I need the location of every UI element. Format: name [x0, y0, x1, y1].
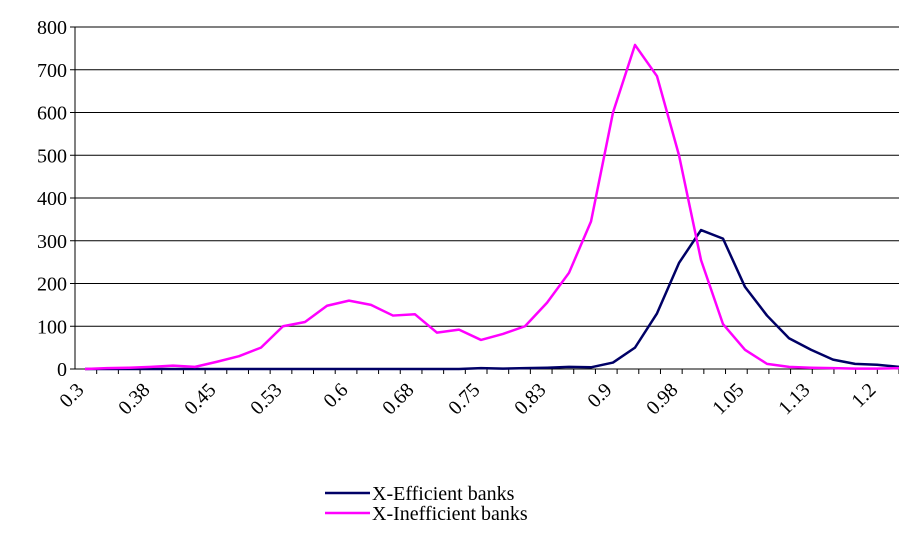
x-tick-label: 0.9 — [583, 379, 616, 412]
x-tick-label: 0.75 — [444, 379, 484, 419]
x-tick-label: 0.6 — [319, 379, 352, 412]
x-tick-label: 0.98 — [642, 379, 682, 419]
x-tick-label: 0.45 — [180, 379, 220, 419]
y-tick-label: 600 — [37, 103, 67, 125]
legend-label: X-Inefficient banks — [372, 503, 528, 525]
line-series — [85, 228, 899, 371]
y-tick-label: 500 — [37, 145, 67, 167]
x-tick-label: 1.05 — [708, 379, 748, 419]
y-tick-label: 800 — [37, 17, 67, 39]
y-tick-label: 400 — [37, 188, 67, 210]
x-tick-label: 1.2 — [847, 379, 880, 412]
x-tick-label: 0.83 — [510, 379, 550, 419]
legend-label: X-Efficient banks — [372, 483, 515, 505]
x-tick-label: 1.13 — [774, 379, 814, 419]
y-tick-label: 0 — [57, 359, 67, 381]
y-tick-label: 100 — [37, 316, 67, 338]
x-tick-label: 0.68 — [378, 379, 418, 419]
x-tick-label: 0.53 — [246, 379, 286, 419]
y-tick-label: 700 — [37, 60, 67, 82]
y-tick-label: 200 — [37, 274, 67, 296]
x-tick-label: 0.38 — [114, 379, 154, 419]
line-series — [84, 43, 899, 371]
y-tick-label: 300 — [37, 231, 67, 253]
x-tick-label: 0.3 — [55, 379, 88, 412]
